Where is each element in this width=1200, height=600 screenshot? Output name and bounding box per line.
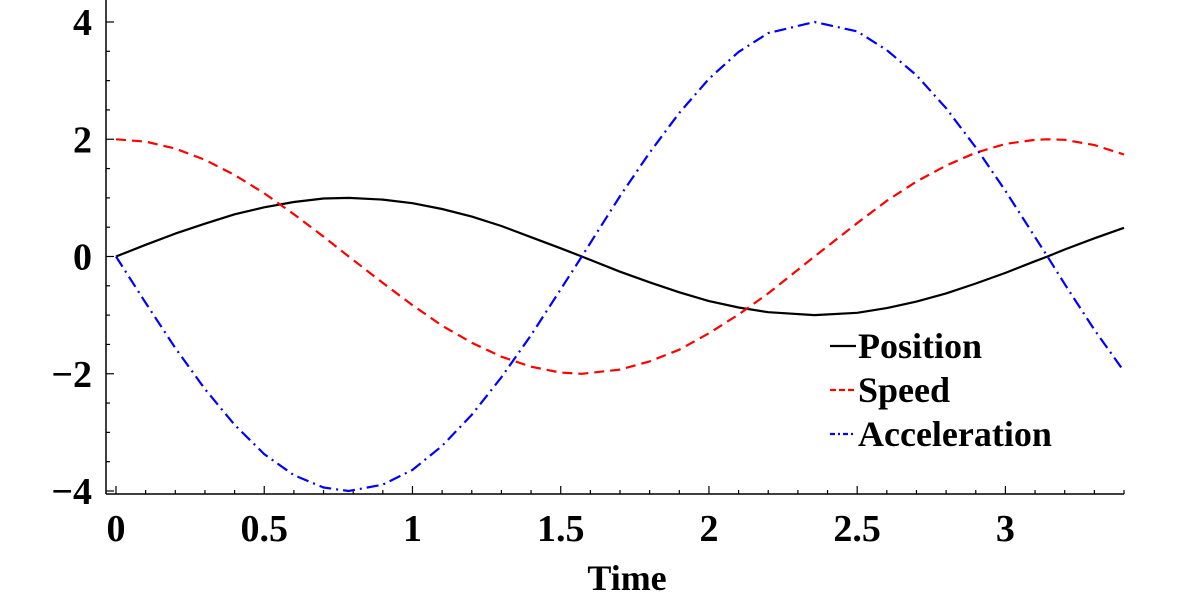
legend-item: Acceleration	[830, 414, 1052, 454]
x-tick-label: 1.5	[537, 508, 585, 550]
legend-label: Position	[858, 326, 982, 366]
x-tick-label: 2.5	[833, 508, 881, 550]
y-tick-label: 4	[73, 2, 92, 44]
y-tick-label: −2	[51, 354, 92, 396]
legend-item: Position	[830, 326, 982, 366]
x-axis-title: Time	[587, 558, 666, 598]
x-tick-label: 2	[699, 508, 718, 550]
x-tick-label: 0.5	[240, 508, 288, 550]
y-tick-label: 2	[73, 119, 92, 161]
y-ticks: −4 −2 0 2 4	[51, 2, 114, 513]
legend-item: Speed	[830, 370, 950, 410]
series-line-acceleration	[115, 20, 1125, 493]
x-tick-label: 0	[107, 508, 126, 550]
series-line-position	[115, 196, 1125, 317]
legend-label: Acceleration	[858, 414, 1052, 454]
series-line-speed	[115, 138, 1125, 375]
legend-label: Speed	[858, 370, 950, 410]
y-tick-label: 0	[73, 237, 92, 279]
plot-area: 0 0.5 1 1.5 2 2.5 3 −4 −2 0 2 4	[51, 0, 1125, 550]
x-tick-label: 1	[403, 508, 422, 550]
x-ticks: 0 0.5 1 1.5 2 2.5 3	[107, 486, 1125, 550]
y-tick-label: −4	[51, 471, 92, 513]
x-tick-label: 3	[996, 508, 1015, 550]
series-lines	[115, 20, 1125, 493]
